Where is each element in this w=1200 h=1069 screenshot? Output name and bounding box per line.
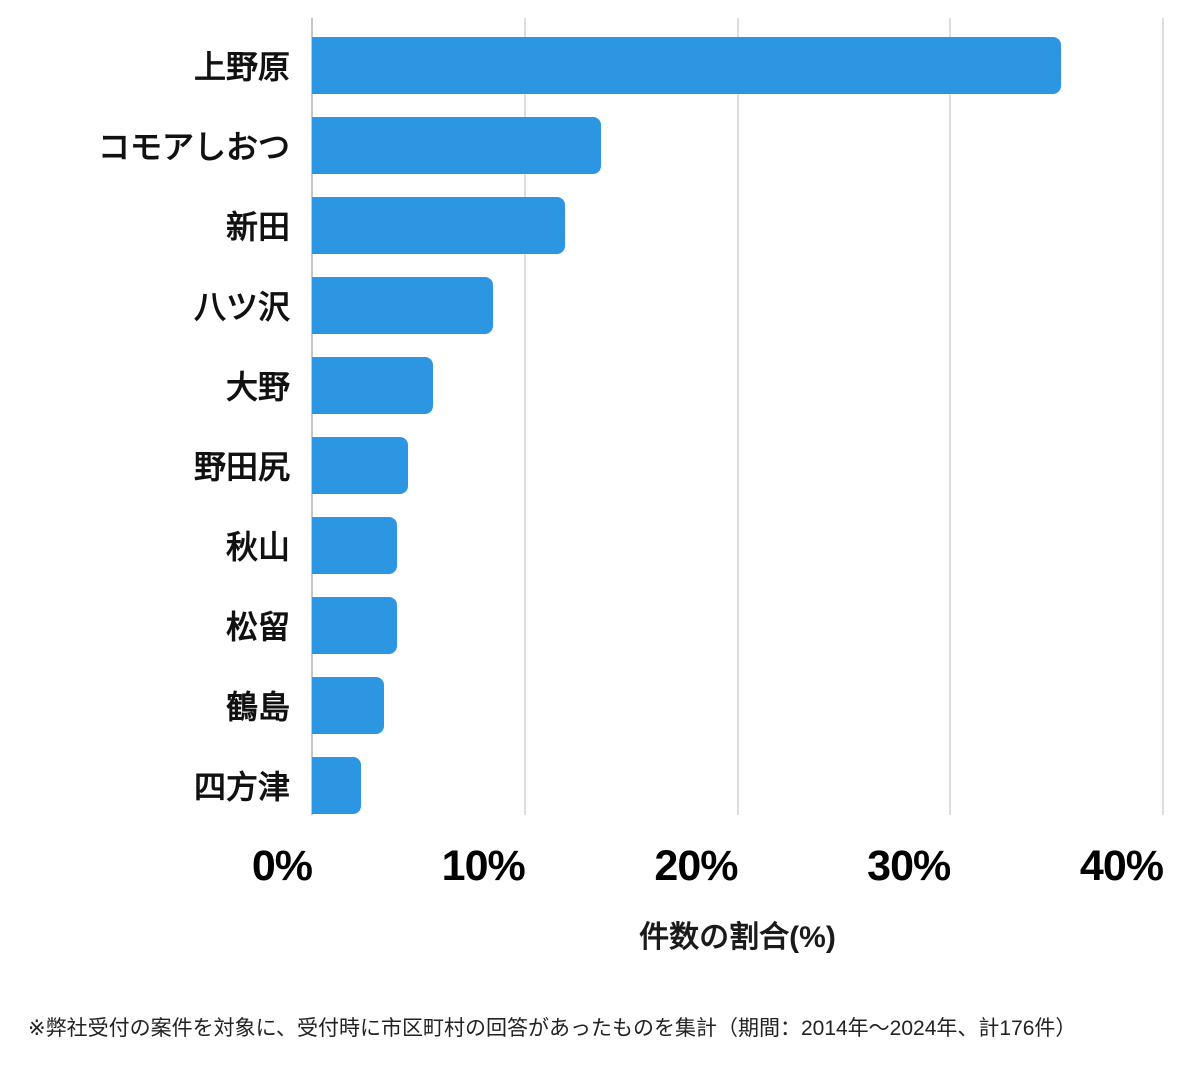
footnote: ※弊社受付の案件を対象に、受付時に市区町村の回答があったものを集計（期間：201… (28, 1017, 1077, 1040)
category-label-新田: 新田 (225, 209, 290, 245)
gridline-20% (736, 18, 739, 815)
bar-row (312, 105, 1163, 185)
bar-row (312, 585, 1163, 665)
bar-row (312, 425, 1163, 505)
bar-row (312, 185, 1163, 265)
category-label-鶴島: 鶴島 (225, 689, 290, 725)
bar-row (312, 265, 1163, 345)
x-axis-title: 件数の割合(%) (639, 921, 836, 954)
category-label-上野原: 上野原 (193, 49, 290, 85)
bar-四方津 (312, 756, 361, 814)
x-tick-label-10%: 10% (441, 842, 526, 890)
y-axis-line (311, 18, 313, 815)
bar-大野 (312, 356, 434, 414)
bar-row (312, 665, 1163, 745)
plot-area (311, 18, 1164, 815)
bar-row (312, 505, 1163, 585)
gridline-40% (1162, 18, 1164, 815)
bar-野田尻 (312, 436, 408, 494)
y-axis-labels: 上野原コモアしおつ新田八ツ沢大野野田尻秋山松留鶴島四方津 (0, 25, 290, 825)
x-tick-label-0%: 0% (251, 842, 313, 890)
category-label-コモアしおつ: コモアしおつ (97, 129, 290, 165)
gridline-30% (949, 18, 952, 815)
bar-row (312, 25, 1163, 105)
category-label-四方津: 四方津 (193, 769, 290, 805)
bar-上野原 (312, 36, 1061, 94)
category-label-八ツ沢: 八ツ沢 (193, 289, 290, 325)
bar-八ツ沢 (312, 276, 493, 334)
bar-row (312, 745, 1163, 825)
category-label-秋山: 秋山 (225, 529, 290, 565)
gridline-10% (523, 18, 526, 815)
category-label-大野: 大野 (225, 369, 290, 405)
bar-鶴島 (312, 676, 385, 734)
bar-row (312, 345, 1163, 425)
x-tick-label-40%: 40% (1079, 842, 1164, 890)
bar-松留 (312, 596, 398, 654)
bars-layer (312, 25, 1163, 825)
x-tick-label-30%: 30% (867, 842, 951, 890)
category-label-松留: 松留 (225, 609, 290, 645)
bar-新田 (312, 196, 566, 254)
bar-秋山 (312, 516, 398, 574)
x-tick-label-20%: 20% (654, 842, 738, 890)
bar-コモアしおつ (312, 116, 602, 174)
category-label-野田尻: 野田尻 (193, 449, 290, 485)
